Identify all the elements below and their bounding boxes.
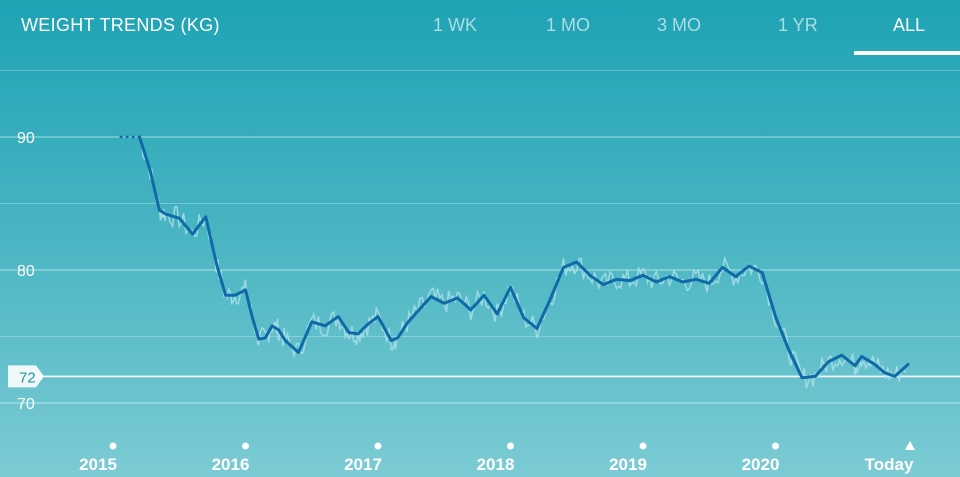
weight-trend-line xyxy=(138,135,910,380)
x-tick-dot xyxy=(639,442,647,450)
x-tick-dot xyxy=(507,442,514,450)
tab-3-months[interactable]: 3 MO xyxy=(657,15,702,35)
active-tab-indicator xyxy=(854,51,960,55)
weight-trend-series xyxy=(119,135,910,380)
y-tick-label: 90 xyxy=(17,130,35,147)
x-tick-dot xyxy=(109,442,117,450)
goal-tag xyxy=(8,365,44,388)
y-axis: 70 80 90 xyxy=(17,130,35,413)
x-tick-label: 2019 xyxy=(609,455,647,474)
daily-weight-series xyxy=(138,136,907,389)
x-tick-label: 2020 xyxy=(742,455,780,474)
y-tick-label: 80 xyxy=(17,263,35,280)
x-tick-label: 2017 xyxy=(344,455,382,474)
tab-1-week[interactable]: 1 WK xyxy=(433,15,478,35)
header-bar: WEIGHT TRENDS (KG) 1 WK 1 MO 3 MO 1 YR A… xyxy=(0,0,960,56)
x-tick-dot xyxy=(772,442,779,450)
x-tick-label: 2015 xyxy=(79,455,117,474)
daily-weight-line xyxy=(138,136,907,389)
page-title: WEIGHT TRENDS (KG) xyxy=(21,15,220,35)
x-tick-label: 2016 xyxy=(212,455,250,474)
tab-1-month[interactable]: 1 MO xyxy=(546,15,591,35)
today-marker xyxy=(905,441,915,450)
x-tick-dot xyxy=(242,442,249,450)
x-tick-label-today: Today xyxy=(865,455,914,474)
tab-1-year[interactable]: 1 YR xyxy=(778,15,818,35)
y-tick-label: 70 xyxy=(17,396,35,413)
gridlines xyxy=(0,70,960,404)
x-tick-label: 2018 xyxy=(477,455,515,474)
x-axis: 2015 2016 2017 2018 2019 2020 Today xyxy=(79,441,915,474)
tab-all[interactable]: ALL xyxy=(893,15,926,35)
x-tick-dot xyxy=(374,442,382,450)
goal-label: 72 xyxy=(19,369,36,386)
